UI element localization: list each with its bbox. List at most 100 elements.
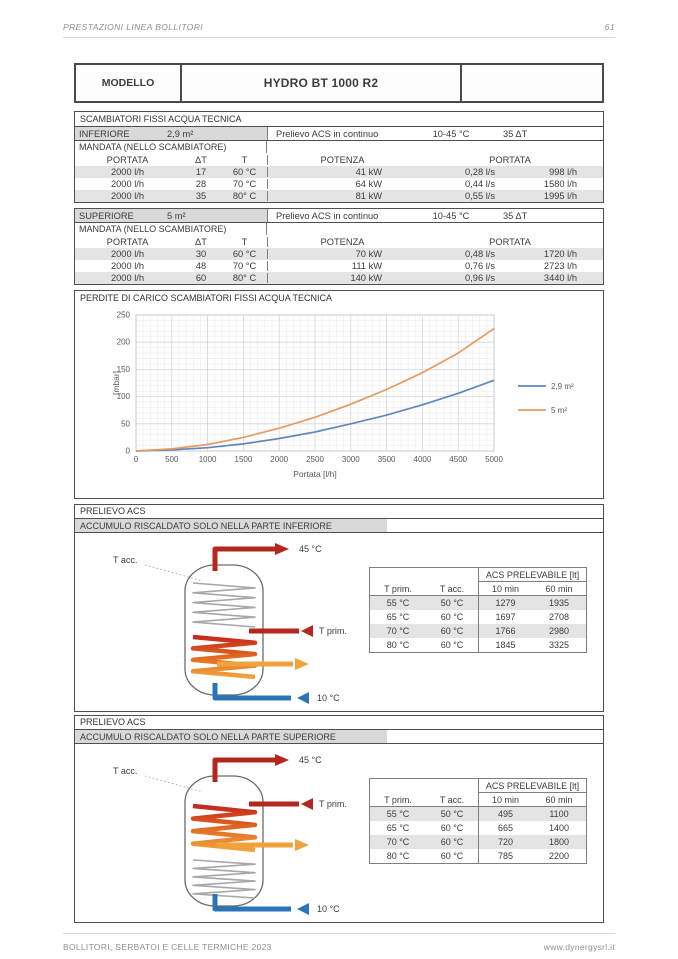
potenza-header: POTENZA	[267, 154, 417, 165]
acs-cell: 1766	[478, 624, 532, 638]
prelievo-title: PRELIEVO ACS	[75, 505, 603, 519]
accumulo-temp-label: T acc.	[113, 555, 137, 565]
document-title: PRESTAZIONI LINEA BOLLITORI	[63, 22, 204, 32]
x-tick-label: 4000	[414, 455, 432, 464]
prelievo-continuo-label: Prelievo ACS in continuo	[267, 209, 405, 222]
acs-col-header: 10 min	[478, 793, 532, 806]
prelievo-acs-superiore-section: PRELIEVO ACS ACCUMULO RISCALDATO SOLO NEL…	[74, 715, 604, 923]
cell-delta-t: 48	[195, 261, 207, 271]
model-empty-cell	[462, 65, 602, 101]
y-axis-label: [mbar]	[111, 371, 121, 395]
cell-delta-t: 17	[195, 167, 207, 177]
exchanger-data-row: 2000 l/h 17 60 °C 41 kW 0,28 l/s 998 l/h	[75, 166, 603, 178]
acs-span-header-row: ACS PRELEVABILE [lt]	[370, 568, 586, 582]
exchanger-data-row: 2000 l/h 35 80° C 81 kW 0,55 l/s 1995 l/h	[75, 190, 603, 202]
acs-cell: 785	[478, 849, 532, 863]
cell-portata-ls: 0,76 l/s	[465, 261, 495, 271]
acs-table: ACS PRELEVABILE [lt] T prim. T acc. 10 min 6…	[369, 778, 587, 864]
cell-portata-ls: 0,28 l/s	[465, 167, 495, 177]
acs-cell: 70 °C	[386, 626, 410, 636]
portata-in-header: PORTATA	[106, 154, 149, 165]
temperature-header: T	[241, 236, 248, 247]
acs-cell: 1935	[548, 598, 570, 608]
model-name: HYDRO BT 1000 R2	[182, 65, 462, 101]
tank-diagram: 45 °C T acc. T prim. 10 °C	[113, 754, 347, 915]
acs-col-header: T acc.	[439, 583, 465, 594]
acs-cell: 60 °C	[440, 837, 464, 847]
acs-empty-cell	[370, 779, 426, 793]
acs-cell: 2980	[548, 626, 570, 636]
cold-inlet-temp-label: 10 °C	[317, 904, 340, 914]
acs-column-header-row: T prim. T acc. 10 min 60 min	[370, 793, 586, 807]
primary-arrow-icon	[301, 798, 313, 810]
cell-portata-lh: 1720 l/h	[543, 249, 577, 259]
position-label: SUPERIORE	[79, 210, 134, 221]
cell-potenza: 140 kW	[267, 273, 417, 283]
exchanger-inferiore-box: SCAMBIATORI FISSI ACQUA TECNICA INFERIOR…	[74, 111, 604, 203]
cell-potenza: 41 kW	[267, 167, 417, 177]
acs-col-header: 60 min	[545, 583, 573, 594]
model-label: MODELLO	[76, 65, 182, 101]
acs-data-row: 70 °C 60 °C 720 1800	[370, 835, 586, 849]
acs-span-header-row: ACS PRELEVABILE [lt]	[370, 779, 586, 793]
acs-data-row: 65 °C 60 °C 665 1400	[370, 821, 586, 835]
exchanger-data-row: 2000 l/h 48 70 °C 111 kW 0,76 l/s 2723 l/h	[75, 260, 603, 272]
exchanger-subheader-row: SUPERIORE 5 m² Prelievo ACS in continuo 10-…	[75, 209, 603, 223]
cold-inlet-temp-label: 10 °C	[317, 693, 340, 703]
acs-cell: 1697	[478, 610, 532, 624]
acs-cell: 1100	[549, 809, 569, 819]
cell-portata-in: 2000 l/h	[110, 167, 145, 177]
x-tick-label: 3000	[342, 455, 360, 464]
mandata-row: MANDATA (NELLO SCAMBIATORE)	[75, 141, 603, 153]
mandata-label: MANDATA (NELLO SCAMBIATORE)	[75, 223, 267, 235]
lower-coil-heated	[190, 634, 258, 680]
acs-span-header: ACS PRELEVABILE [lt]	[478, 568, 586, 582]
plot-border	[135, 314, 495, 452]
return-arrow-icon	[295, 658, 309, 670]
prelievo-temp-range: 10-45 °C	[432, 128, 470, 139]
y-tick-label: 200	[117, 338, 131, 347]
acs-empty-cell	[426, 568, 478, 582]
cell-portata-in: 2000 l/h	[110, 179, 145, 189]
acs-cell: 80 °C	[386, 640, 410, 650]
prelievo-continuo-label: Prelievo ACS in continuo	[267, 127, 405, 140]
acs-cell: 1400	[548, 823, 570, 833]
accumulo-temp-label: T acc.	[113, 766, 137, 776]
cell-temp: 70 °C	[232, 261, 257, 271]
acs-column-header-row: T prim. T acc. 10 min 60 min	[370, 582, 586, 596]
series-line-1	[135, 379, 495, 452]
x-tick-label: 3500	[378, 455, 396, 464]
portata-in-header: PORTATA	[106, 236, 149, 247]
position-cell: SUPERIORE 5 m²	[75, 209, 267, 222]
acs-col-header: T prim.	[384, 583, 412, 594]
y-tick-label: 250	[117, 311, 131, 320]
cell-temp: 80° C	[232, 191, 257, 201]
x-tick-label: 5000	[485, 455, 503, 464]
acs-cell: 50 °C	[440, 809, 464, 819]
primary-arrow-icon	[301, 625, 313, 637]
model-banner: MODELLO HYDRO BT 1000 R2	[74, 63, 604, 103]
delta-t-header: ΔT	[195, 236, 207, 247]
prelievo-acs-inferiore-section: PRELIEVO ACS ACCUMULO RISCALDATO SOLO NEL…	[74, 504, 604, 712]
prelievo-title: PRELIEVO ACS	[75, 716, 603, 730]
acs-cell: 60 °C	[440, 851, 464, 861]
portata-out-header: PORTATA	[489, 154, 531, 165]
prelievo-delta-t: 35 ΔT	[503, 210, 528, 221]
cell-portata-in: 2000 l/h	[110, 261, 145, 271]
acs-cell: 495	[478, 807, 532, 821]
cell-portata-ls: 0,48 l/s	[465, 249, 495, 259]
cell-portata-lh: 2723 l/h	[543, 261, 577, 271]
cell-portata-in: 2000 l/h	[110, 273, 145, 283]
acs-cell: 1800	[548, 837, 570, 847]
acs-cell: 55 °C	[386, 598, 410, 608]
exchanger-superiore-table: SUPERIORE 5 m² Prelievo ACS in continuo 10-…	[75, 209, 603, 284]
outlet-temp-label: 45 °C	[299, 544, 322, 554]
exchanger-data-row: 2000 l/h 28 70 °C 64 kW 0,44 l/s 1580 l/h	[75, 178, 603, 190]
acs-data-row: 80 °C 60 °C 785 2200	[370, 849, 586, 863]
acs-table: ACS PRELEVABILE [lt] T prim. T acc. 10 min 6…	[369, 567, 587, 653]
prelievo-delta-t: 35 ΔT	[503, 128, 528, 139]
cell-delta-t: 35	[195, 191, 207, 201]
cold-inlet-arrow-icon	[297, 903, 309, 915]
pressure-drop-line-chart: 0 500 1000 1500 2000 2500 3000 3500 4000 4500 5000…	[111, 311, 574, 480]
